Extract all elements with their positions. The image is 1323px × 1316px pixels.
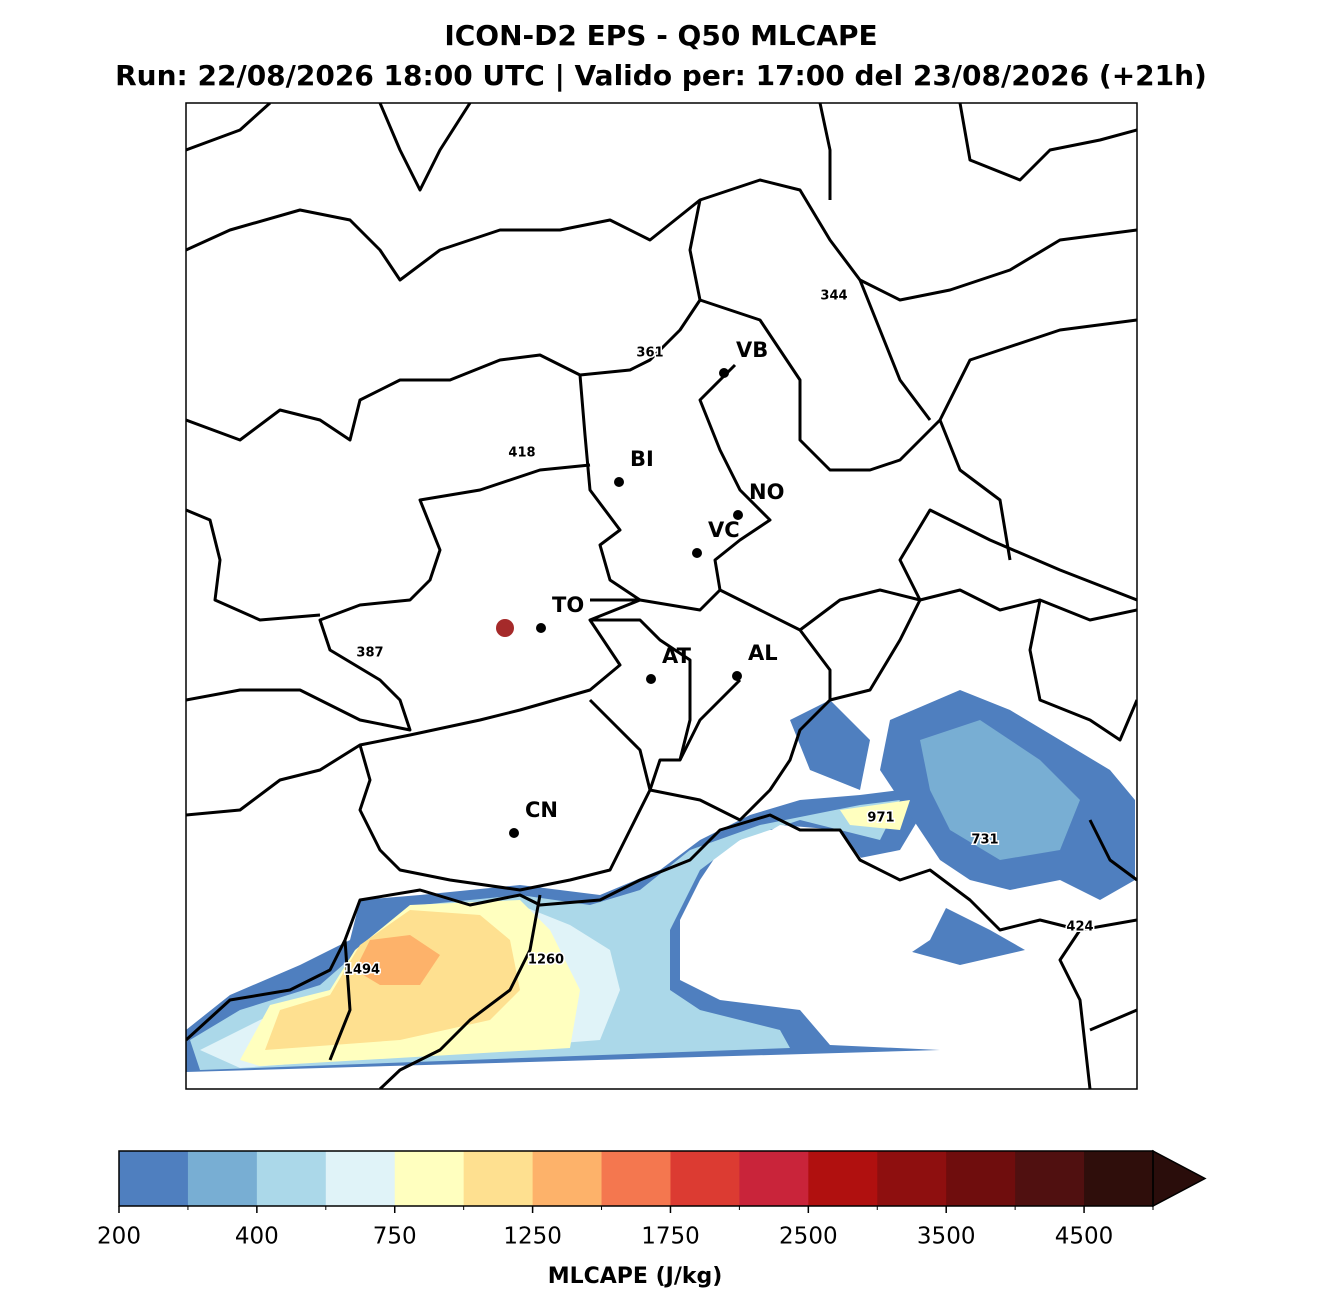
cape-area <box>355 935 440 985</box>
colorbar-box <box>946 1151 1016 1206</box>
colorbar-box <box>463 1151 534 1206</box>
border <box>590 588 722 612</box>
border <box>186 463 591 732</box>
city-point <box>733 510 743 520</box>
cape-label: 1260 <box>528 953 564 968</box>
colorbar-tick-label: 400 <box>235 1224 279 1250</box>
cape-label: 1494 <box>344 963 380 978</box>
colorbar-box <box>394 1151 465 1206</box>
colorbar-frame <box>118 1150 1154 1207</box>
cape-area <box>840 800 910 830</box>
sea <box>690 825 950 1000</box>
colorbar-box <box>1015 1151 1085 1206</box>
cape-label: 344 <box>820 289 847 304</box>
city-label: NO <box>749 480 784 504</box>
colorbar-box <box>1084 1151 1154 1206</box>
city-label: AT <box>662 644 692 668</box>
city-point <box>732 671 742 681</box>
border <box>799 588 1137 632</box>
colorbar-tick-label: 1750 <box>641 1224 700 1250</box>
border <box>688 199 1012 561</box>
city-point <box>692 548 702 558</box>
colorbar-box <box>325 1151 396 1206</box>
border <box>186 103 1137 200</box>
cape-label: 424 <box>1066 920 1093 935</box>
city-label: VB <box>736 338 768 362</box>
border <box>829 508 1137 702</box>
subtitle: Run: 22/08/2026 18:00 UTC | Valido per: … <box>115 59 1207 92</box>
colorbar-tick-label: 750 <box>373 1224 417 1250</box>
cape-area <box>790 700 870 790</box>
city-point <box>536 623 546 633</box>
border <box>328 894 542 1089</box>
border <box>678 678 742 761</box>
border <box>186 353 581 442</box>
city-point <box>614 477 624 487</box>
location-marker <box>496 619 514 637</box>
city-point <box>509 828 519 838</box>
colorbar-box <box>187 1151 258 1206</box>
city-label: VC <box>708 518 740 542</box>
border <box>186 508 321 622</box>
city-label: CN <box>525 798 558 822</box>
cape-label: 361 <box>636 346 663 361</box>
colorbar-tick-label: 3500 <box>917 1224 976 1250</box>
colorbar-box <box>256 1151 327 1206</box>
cape-label: 387 <box>356 646 383 661</box>
border <box>358 698 652 892</box>
title: ICON-D2 EPS - Q50 MLCAPE <box>444 19 877 52</box>
border <box>186 298 1137 817</box>
colorbar-box <box>532 1151 603 1206</box>
cape-area <box>920 720 1080 860</box>
city-point <box>719 368 729 378</box>
colorbar-tick-label: 2500 <box>779 1224 838 1250</box>
city-point <box>646 674 656 684</box>
border <box>186 178 1137 302</box>
colorbar-label: MLCAPE (J/kg) <box>548 1264 723 1289</box>
colorbar-tick-label: 200 <box>97 1224 141 1250</box>
map: VB BI NO VC TO AT AL CN 344 361 418 387 … <box>185 102 1138 1090</box>
map-frame <box>185 102 1138 1090</box>
cape-labels: 344 361 418 387 971 731 424 1494 1260 <box>342 287 1095 979</box>
colorbar-box <box>670 1151 740 1206</box>
city-label: BI <box>630 447 654 471</box>
city-label: AL <box>748 641 778 665</box>
border <box>590 363 832 822</box>
cape-label: 971 <box>867 811 894 826</box>
coastline <box>186 813 1092 1089</box>
colorbar-extend <box>1152 1149 1207 1208</box>
cities: VB BI NO VC TO AT AL CN <box>509 338 784 838</box>
colorbar-box <box>601 1151 671 1206</box>
cape-label: 731 <box>971 833 998 848</box>
border <box>1028 599 1137 1032</box>
colorbar-box <box>119 1151 189 1206</box>
cape-label: 418 <box>508 446 535 461</box>
colorbar-box <box>739 1151 809 1206</box>
colorbar-box <box>808 1151 878 1206</box>
colorbar-box <box>877 1151 947 1206</box>
city-label: TO <box>552 593 584 617</box>
colorbar-tick-label: 4500 <box>1055 1224 1114 1250</box>
colorbar-tick-label: 1250 <box>503 1224 562 1250</box>
colorbar: 200 400 750 1250 1750 2500 3500 4500 <box>97 1149 1207 1250</box>
